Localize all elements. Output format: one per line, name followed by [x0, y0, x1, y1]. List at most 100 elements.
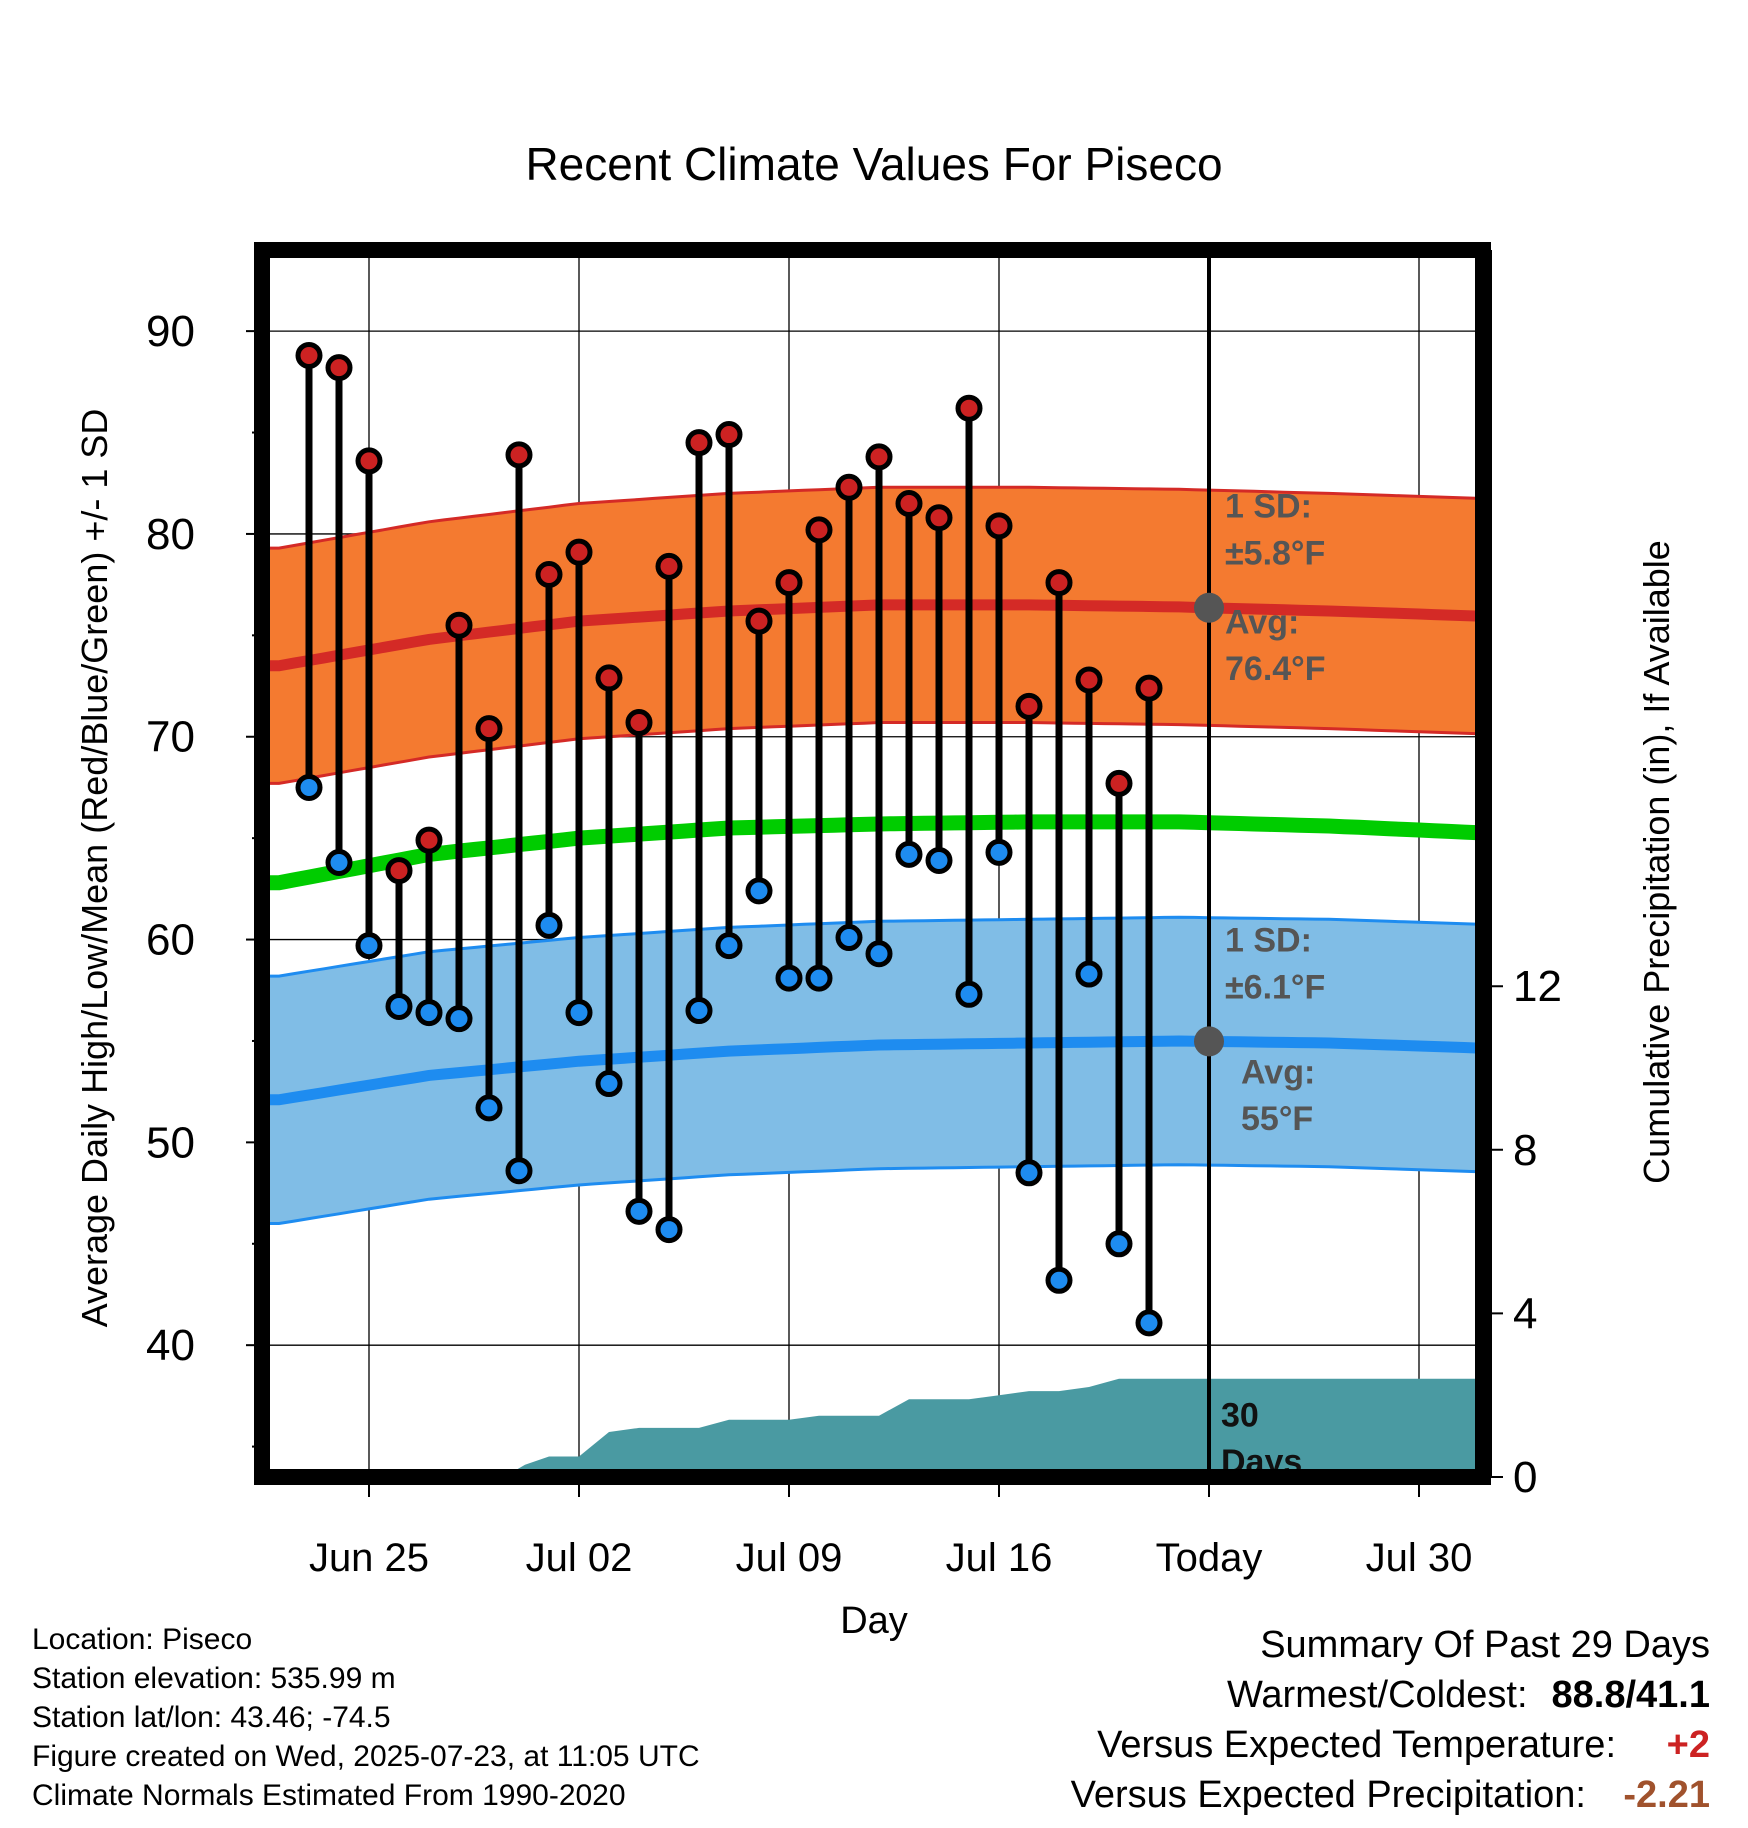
daily-low-point: [1015, 1159, 1043, 1187]
daily-high-point: [625, 709, 653, 737]
daily-high-point: [865, 443, 893, 471]
daily-low-point: [805, 964, 833, 992]
x-axis-label: Day: [840, 1600, 908, 1642]
low-sd-value: ±6.1°F: [1225, 968, 1325, 1006]
daily-high-point: [505, 441, 533, 469]
today-low-avg-marker: [1194, 1026, 1224, 1057]
plot-frame: [254, 242, 1491, 1485]
daily-high-point: [415, 826, 443, 854]
low-avg-value: 55°F: [1241, 1100, 1313, 1138]
daily-high-point: [1045, 569, 1073, 597]
summary-warm-cold-row: Warmest/Coldest: 88.8/41.1: [1071, 1670, 1710, 1720]
y-left-tick-label: 90: [146, 307, 195, 356]
normal-low-band: [262, 917, 1483, 1224]
daily-low-point: [295, 773, 323, 801]
today-high-avg-marker: [1194, 592, 1224, 623]
daily-high-point: [925, 504, 953, 532]
summary-panel: Summary Of Past 29 Days Warmest/Coldest:…: [1071, 1620, 1710, 1820]
daily-low-point: [355, 932, 383, 960]
daily-high-point: [445, 611, 473, 639]
y-axis-label-left: Average Daily High/Low/Mean (Red/Blue/Gr…: [74, 409, 115, 1328]
daily-high-point: [745, 607, 773, 635]
daily-high-point: [595, 664, 623, 692]
daily-high-point: [1015, 692, 1043, 720]
daily-high-point: [655, 552, 683, 580]
daily-low-point: [655, 1216, 683, 1244]
daily-high-point: [1075, 666, 1103, 694]
daily-low-point: [1075, 960, 1103, 988]
daily-low-point: [775, 964, 803, 992]
daily-low-point: [865, 940, 893, 968]
daily-low-point: [745, 877, 773, 905]
y-left-tick-label: 70: [146, 713, 195, 762]
daily-low-point: [835, 924, 863, 952]
cumulative-precip-area: [504, 1378, 1483, 1477]
high-avg-label: Avg:: [1225, 603, 1299, 641]
daily-high-point: [535, 560, 563, 588]
daily-low-point: [565, 999, 593, 1027]
temp-vs-expected-value: +2: [1666, 1724, 1710, 1766]
daily-low-point: [445, 1005, 473, 1033]
x-tick-label: Jul 09: [736, 1536, 843, 1580]
daily-high-point: [685, 429, 713, 457]
plot-area: 1 SD: ±5.8°F Avg: 76.4°F 1 SD: ±6.1°F Avg: 55°F…: [262, 250, 1483, 1481]
daily-low-point: [685, 997, 713, 1025]
x-tick-label: Today: [1156, 1536, 1263, 1580]
station-location: Location: Piseco: [32, 1623, 253, 1656]
daily-low-point: [925, 846, 953, 874]
warm-cold-value: 88.8/41.1: [1551, 1674, 1710, 1716]
daily-high-point: [805, 516, 833, 544]
daily-low-point: [1045, 1266, 1073, 1294]
daily-low-point: [535, 911, 563, 939]
daily-low-point: [955, 980, 983, 1008]
summary-temp-row: Versus Expected Temperature: +2: [1071, 1720, 1710, 1770]
daily-low-point: [475, 1094, 503, 1122]
warm-cold-label: Warmest/Coldest:: [1226, 1674, 1528, 1716]
x-tick-label: Jun 25: [309, 1536, 429, 1580]
high-avg-value: 76.4°F: [1225, 650, 1326, 688]
daily-high-point: [385, 857, 413, 885]
y-axis-label-right: Cumulative Precipitation (in), If Availa…: [1636, 540, 1677, 1184]
daily-low-point: [1135, 1309, 1163, 1337]
daily-low-point: [595, 1070, 623, 1098]
daily-low-point: [385, 992, 413, 1020]
daily-high-point: [475, 715, 503, 743]
precip-vs-expected-label: Versus Expected Precipitation:: [1070, 1774, 1586, 1816]
y-left-tick-label: 80: [146, 510, 195, 559]
daily-high-point: [295, 341, 323, 369]
daily-high-point: [895, 490, 923, 518]
daily-high-point: [355, 447, 383, 475]
daily-low-point: [715, 932, 743, 960]
daily-low-point: [325, 848, 353, 876]
figure-created: Figure created on Wed, 2025-07-23, at 11…: [32, 1740, 700, 1773]
x-tick-label: Jul 30: [1366, 1536, 1473, 1580]
y-right-tick-label: 12: [1513, 962, 1562, 1011]
daily-low-point: [505, 1157, 533, 1185]
summary-precip-row: Versus Expected Precipitation: -2.21: [1071, 1770, 1710, 1820]
daily-low-point: [895, 840, 923, 868]
station-info: Location: Piseco Station elevation: 535.…: [32, 1620, 700, 1815]
high-sd-label: 1 SD:: [1225, 488, 1312, 526]
daily-low-point: [1105, 1230, 1133, 1258]
chart-title: Recent Climate Values For Piseco: [525, 138, 1222, 190]
normal-high-band: [262, 487, 1483, 784]
y-right-tick-label: 4: [1513, 1289, 1537, 1338]
daily-low-point: [985, 838, 1013, 866]
normal-low-line: [262, 1035, 1483, 1106]
axes: 40 50 60 70 80 90 0 4 8 12 Jun 25 Jul 02 Jul 09 Jul 1…: [146, 242, 1562, 1580]
daily-high-point: [955, 394, 983, 422]
daily-high-point: [1105, 769, 1133, 797]
climate-normals-note: Climate Normals Estimated From 1990-2020: [32, 1779, 626, 1812]
temp-vs-expected-label: Versus Expected Temperature:: [1097, 1724, 1616, 1766]
daily-high-point: [835, 473, 863, 501]
days-label-number: 30: [1221, 1396, 1259, 1434]
precip-vs-expected-value: -2.21: [1623, 1774, 1710, 1816]
x-tick-label: Jul 02: [526, 1536, 633, 1580]
daily-high-point: [1135, 674, 1163, 702]
y-right-tick-label: 0: [1513, 1453, 1537, 1502]
x-tick-label: Jul 16: [946, 1536, 1053, 1580]
y-right-tick-label: 8: [1513, 1126, 1537, 1175]
daily-high-point: [715, 421, 743, 449]
daily-low-point: [415, 999, 443, 1027]
